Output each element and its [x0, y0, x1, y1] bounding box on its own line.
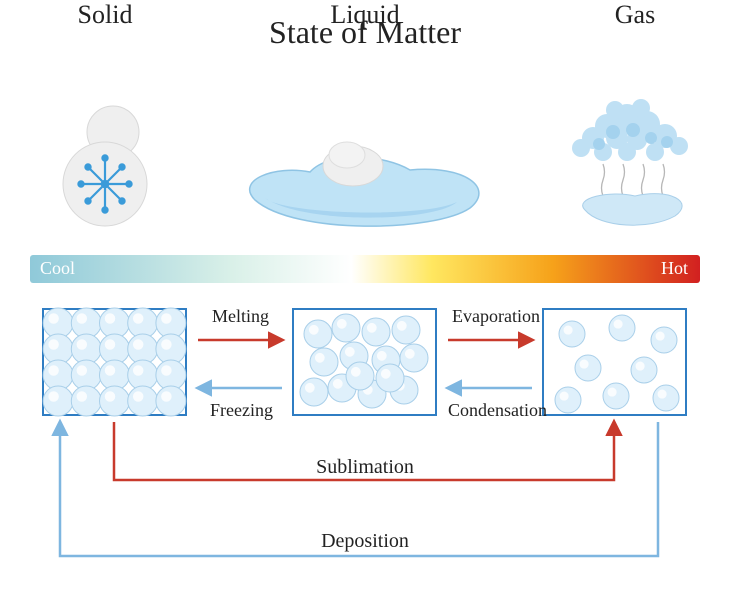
process-arrows	[0, 0, 730, 610]
